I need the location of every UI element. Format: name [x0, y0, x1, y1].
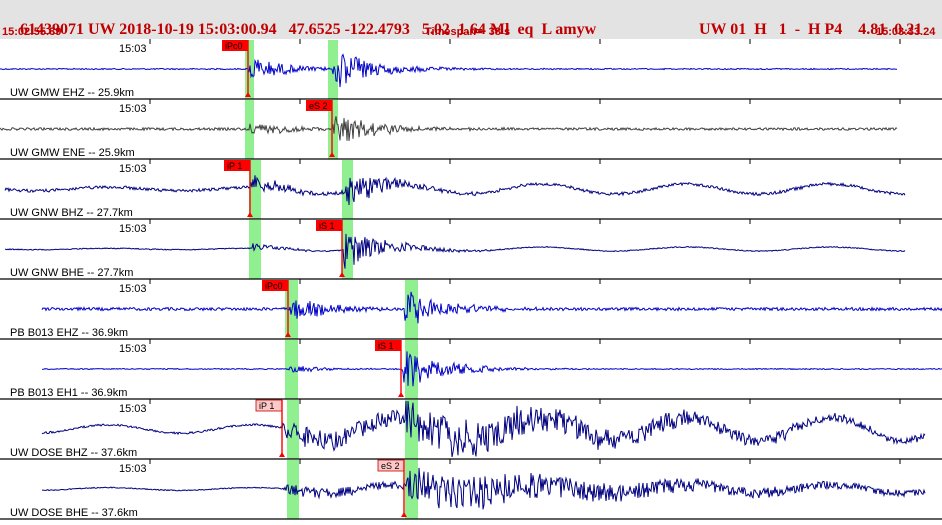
time-tick-label: 15:03 — [119, 163, 147, 175]
timespan: Timespan= 38 s — [425, 26, 511, 38]
pick-label: iP 1 — [259, 401, 274, 411]
pick-marker-arrow — [339, 272, 345, 277]
pick-marker-arrow — [401, 512, 407, 517]
phase-window-p — [249, 160, 261, 219]
pick-marker-arrow — [279, 452, 285, 457]
pick-label: eS 2 — [381, 461, 400, 471]
pick-marker-arrow — [329, 152, 335, 157]
pick-label-box[interactable] — [224, 160, 250, 171]
trace-station-label: UW GMW EHZ -- 25.9km — [10, 87, 134, 99]
channel-summary: UW 01 H 1 - H P4 4.81 0.21 — [699, 21, 923, 38]
pick-label: iPc0 — [265, 281, 283, 291]
phase-window-s — [328, 100, 338, 159]
pick-marker-arrow — [398, 392, 404, 397]
phase-window-p — [287, 400, 299, 459]
waveform-trace[interactable] — [41, 291, 942, 324]
waveform-trace[interactable] — [41, 400, 926, 458]
seismogram-svg[interactable]: 15:03 iPc0 UW GMW EHZ -- 25.9km 15:03 eS 2 UW… — [0, 39, 942, 520]
trace-station-label: UW GNW BHZ -- 27.7km — [10, 207, 133, 219]
waveform-trace[interactable] — [4, 233, 906, 269]
time-tick-label: 15:03 — [119, 463, 147, 475]
header-bar: 61439071 UW 2018-10-19 15:03:00.94 47.65… — [0, 0, 942, 39]
event-info: 61439071 UW 2018-10-19 15:03:00.94 47.65… — [4, 3, 596, 57]
pick-marker-arrow — [245, 92, 251, 97]
phase-window-p — [287, 460, 299, 519]
time-tick-label: 15:03 — [119, 103, 147, 115]
phase-window-s — [328, 40, 338, 99]
event-summary: 61439071 UW 2018-10-19 15:03:00.94 47.65… — [20, 21, 597, 38]
time-tick-label: 15:03 — [119, 283, 147, 295]
pick-label: iS 1 — [319, 221, 335, 231]
trace-station-label: UW DOSE BHE -- 37.6km — [10, 507, 138, 519]
waveform-trace[interactable] — [42, 467, 926, 510]
phase-window-p — [249, 220, 261, 279]
seismogram-panel[interactable]: 15:03 iPc0 UW GMW EHZ -- 25.9km 15:03 eS 2 UW… — [0, 39, 942, 520]
waveform-trace[interactable] — [41, 351, 942, 387]
trace-station-label: PB B013 EHZ -- 36.9km — [10, 327, 128, 339]
pick-label-box[interactable] — [222, 40, 248, 51]
pick-label: iS 1 — [378, 341, 394, 351]
pick-label: eS 2 — [309, 101, 328, 111]
trace-station-label: UW GNW BHE -- 27.7km — [10, 267, 133, 279]
pick-label-box[interactable] — [262, 280, 288, 291]
pick-label-box[interactable] — [306, 100, 332, 111]
time-tick-label: 15:03 — [119, 343, 147, 355]
phase-window-s — [405, 460, 418, 519]
waveform-trace[interactable] — [0, 53, 897, 88]
time-tick-label: 15:03 — [119, 223, 147, 235]
time-tick-label: 15:03 — [119, 403, 147, 415]
trace-station-label: PB B013 EH1 -- 36.9km — [10, 387, 127, 399]
end-time: 15:03:33.24 — [876, 26, 936, 38]
pick-label-box[interactable] — [316, 220, 342, 231]
time-tick-label: 15:03 — [119, 43, 147, 55]
start-time: 15:02:55.39 — [2, 26, 62, 38]
pick-marker-arrow — [247, 212, 253, 217]
waveform-trace[interactable] — [4, 175, 906, 206]
pick-label: iPc0 — [225, 41, 243, 51]
pick-label: iP 1 — [227, 161, 242, 171]
phase-window-p — [285, 340, 298, 399]
channel-info: UW 01 H 1 - H P4 4.81 0.21 — [683, 3, 922, 57]
trace-station-label: UW GMW ENE -- 25.9km — [10, 147, 135, 159]
trace-station-label: UW DOSE BHZ -- 37.6km — [10, 447, 137, 459]
pick-marker-arrow — [285, 332, 291, 337]
waveform-trace[interactable] — [0, 116, 898, 142]
pick-label-box[interactable] — [375, 340, 401, 351]
